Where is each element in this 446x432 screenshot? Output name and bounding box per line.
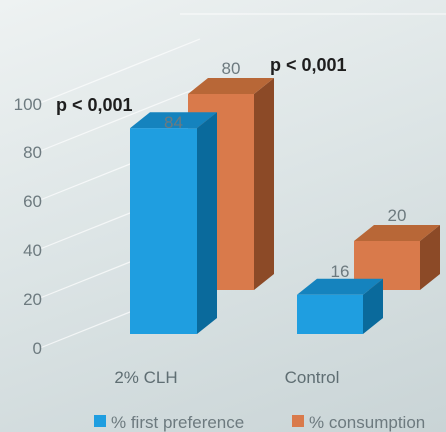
p-value-first-preference: p < 0,001 bbox=[56, 95, 133, 115]
y-tick-60: 60 bbox=[23, 192, 42, 211]
bar-first-preference-control-front bbox=[297, 294, 363, 334]
bar-consumption-control-side bbox=[420, 225, 440, 290]
gridline-80 bbox=[39, 86, 201, 152]
gridline-100 bbox=[39, 38, 201, 104]
gridlines bbox=[39, 13, 446, 349]
y-tick-20: 20 bbox=[23, 290, 42, 309]
x-label-control: Control bbox=[285, 368, 340, 387]
bar-first-preference-control-top bbox=[297, 278, 383, 295]
bar-first-preference-control-side bbox=[363, 278, 383, 334]
legend-label-first-preference: % first preference bbox=[111, 413, 244, 432]
y-axis-ticks: 0 20 40 60 80 100 bbox=[14, 95, 42, 358]
bar-consumption-2pct-clh-side bbox=[254, 78, 274, 290]
bar-first-preference-2pct-clh bbox=[130, 112, 217, 334]
bar-first-preference-2pct-clh-top bbox=[130, 112, 217, 129]
y-tick-0: 0 bbox=[33, 339, 42, 358]
bar-first-preference-2pct-clh-side bbox=[197, 112, 217, 334]
legend-swatch-first-preference bbox=[94, 415, 106, 427]
data-labels: 80 84 20 16 bbox=[164, 59, 406, 281]
significance-annotations: p < 0,001 p < 0,001 bbox=[56, 55, 347, 115]
legend-swatch-consumption bbox=[292, 415, 304, 427]
y-tick-40: 40 bbox=[23, 241, 42, 260]
y-tick-100: 100 bbox=[14, 95, 42, 114]
legend: % first preference % consumption bbox=[94, 413, 425, 432]
data-label-consumption-2pct-clh: 80 bbox=[222, 59, 241, 78]
x-axis-labels: 2% CLH Control bbox=[114, 368, 339, 387]
bar-consumption-2pct-clh-top bbox=[188, 78, 274, 94]
bar-first-preference-2pct-clh-front bbox=[130, 128, 197, 334]
data-label-first-preference-control: 16 bbox=[331, 262, 350, 281]
y-tick-80: 80 bbox=[23, 143, 42, 162]
data-label-consumption-control: 20 bbox=[388, 206, 407, 225]
p-value-consumption: p < 0,001 bbox=[270, 55, 347, 75]
legend-label-consumption: % consumption bbox=[309, 413, 425, 432]
x-label-2pct-clh: 2% CLH bbox=[114, 368, 177, 387]
bar-consumption-control-top bbox=[354, 225, 440, 241]
data-label-first-preference-2pct-clh: 84 bbox=[164, 113, 183, 132]
bar-first-preference-control bbox=[297, 278, 383, 334]
